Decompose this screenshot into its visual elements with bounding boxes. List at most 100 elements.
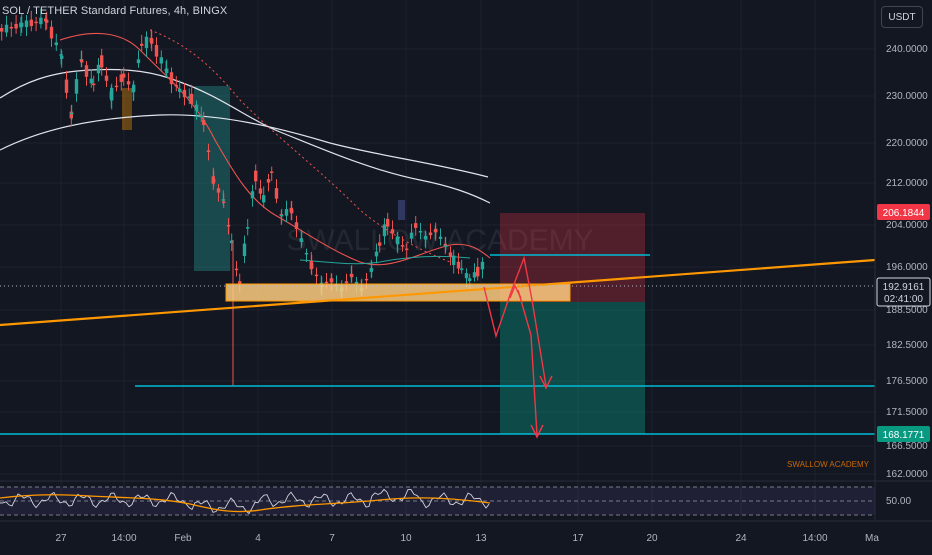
candle-body — [39, 17, 43, 25]
candle-body — [330, 278, 334, 283]
candle-body — [409, 232, 414, 239]
candle-body — [354, 281, 359, 284]
candle-body — [92, 83, 96, 86]
candle-body — [59, 54, 63, 56]
price-axis[interactable]: 240.0000 230.0000 220.0000 212.0000 204.0000… — [874, 0, 931, 520]
candle-body — [424, 235, 428, 240]
candle-body — [154, 45, 159, 57]
candle-body — [44, 18, 48, 22]
time-tick-label: Feb — [174, 533, 192, 544]
candle-body — [300, 240, 304, 242]
candle-body — [405, 248, 409, 251]
time-tick-label: 7 — [329, 533, 335, 544]
moving-average-red — [59, 32, 491, 266]
candle-body — [378, 242, 382, 246]
candle-body — [104, 75, 109, 81]
candle-body — [49, 26, 54, 39]
candle-body — [45, 20, 49, 23]
currency-button[interactable]: USDT — [881, 6, 923, 28]
oscillator-level-label: 50.00 — [886, 496, 911, 507]
time-tick-label: 13 — [475, 533, 487, 544]
candle-body — [4, 24, 9, 33]
symbol-title[interactable]: SOL / TETHER Standard Futures, 4h, BINGX — [2, 5, 228, 17]
candle-body — [80, 59, 84, 63]
price-tick-label: 166.5000 — [886, 441, 928, 452]
current-price-badge — [876, 277, 931, 307]
candle-body — [310, 263, 314, 269]
candle-body — [364, 278, 369, 281]
rising-trendline[interactable] — [0, 258, 876, 327]
candle-body — [274, 188, 279, 199]
current-price-text: 192.9161 — [883, 282, 925, 293]
candle-body — [418, 230, 423, 233]
candle-body — [24, 20, 29, 28]
candle-body — [96, 64, 101, 74]
candle-body — [122, 73, 126, 78]
candle-body — [396, 236, 400, 245]
candle-body — [84, 65, 89, 77]
price-tick-label: 220.0000 — [886, 138, 928, 149]
candle-body — [472, 272, 477, 278]
price-tick-label: 204.0000 — [886, 220, 928, 231]
candlestick-series — [0, 8, 485, 386]
candle-body — [266, 179, 271, 183]
candle-body — [246, 227, 250, 229]
candle-body — [150, 38, 154, 44]
target-price-text: 168.1771 — [883, 430, 925, 441]
candle-body — [194, 104, 199, 111]
price-tick-label: 162.0000 — [886, 469, 928, 480]
candle-body — [344, 281, 349, 284]
oscillator-signal-line — [0, 494, 491, 513]
time-axis[interactable]: 27 14:00 Feb 4 7 10 13 17 20 24 14:00 Ma — [0, 520, 932, 544]
short-position-target-zone — [500, 302, 645, 434]
oscillator-pane — [0, 480, 932, 516]
candle-body — [29, 19, 33, 27]
candle-body — [165, 68, 169, 74]
candle-body — [480, 261, 485, 270]
candle-body — [444, 245, 448, 247]
candle-body — [174, 84, 178, 87]
candle-body — [386, 218, 390, 227]
target-price-badge — [877, 426, 930, 442]
candle-body — [212, 179, 216, 183]
price-tick-label: 196.0000 — [886, 262, 928, 273]
time-tick-label: 17 — [572, 533, 584, 544]
candle-body — [382, 224, 387, 237]
candle-body — [230, 240, 234, 244]
candle-body — [190, 93, 194, 104]
candle-body — [199, 115, 203, 118]
chart-header: SOL / TETHER Standard Futures, 4h, BINGX — [0, 0, 227, 22]
candle-body — [20, 22, 24, 27]
candle-body — [74, 79, 79, 94]
pivot-candle-zone — [122, 88, 132, 130]
price-tick-label: 212.0000 — [886, 178, 928, 189]
price-tick-label: 171.5000 — [886, 407, 928, 418]
candle-body — [100, 55, 104, 68]
candle-body — [126, 81, 131, 85]
candle-body — [476, 266, 480, 277]
candle-body — [89, 78, 93, 84]
candle-body — [434, 228, 438, 233]
candle-body — [64, 79, 69, 93]
candle-body — [350, 273, 354, 278]
candle-body — [206, 150, 211, 153]
price-tick-label: 176.5000 — [886, 376, 928, 387]
stop-price-text: 206.1844 — [883, 208, 925, 219]
moving-average-red-dotted — [149, 29, 451, 263]
time-tick-label: 14:00 — [111, 533, 136, 544]
author-signature: SWALLOW ACADEMY — [787, 460, 870, 469]
candle-body — [242, 243, 247, 257]
candle-body — [390, 229, 395, 234]
time-tick-label: 10 — [400, 533, 412, 544]
candle-body — [34, 21, 38, 24]
candle-body — [314, 274, 319, 277]
candle-body — [324, 281, 329, 284]
candle-body — [9, 26, 13, 29]
arrow-path-icon — [483, 255, 553, 439]
time-tick-label: 24 — [735, 533, 747, 544]
candle-body — [452, 255, 456, 265]
candle-body — [54, 42, 58, 46]
candle-body — [370, 268, 374, 270]
candle-body — [294, 222, 299, 229]
